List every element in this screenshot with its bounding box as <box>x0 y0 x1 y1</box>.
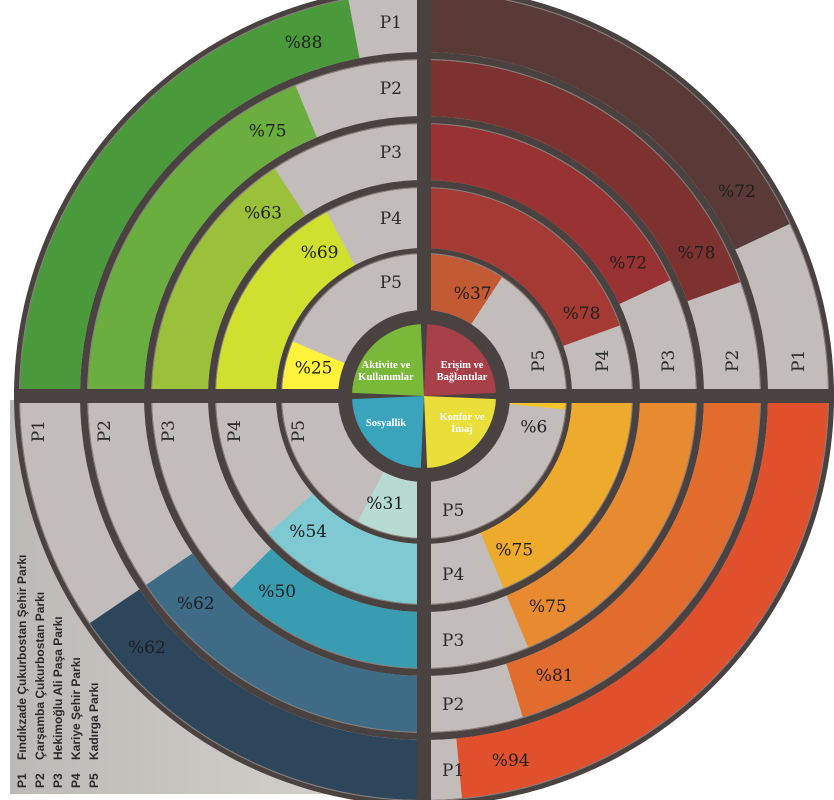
ring-label-bottom-right-p5: P5 <box>442 501 464 521</box>
bar-bottom-left-p2 <box>146 553 424 732</box>
hub-top-left <box>352 324 424 396</box>
category-label-bottom-right: Konfor ve <box>439 412 484 423</box>
category-label-top-right: Bağlantılar <box>437 372 488 383</box>
value-label-top-right-p1: %72 <box>718 182 756 202</box>
ring-label-top-right-p4: P4 <box>593 350 613 372</box>
ring-label-top-left-p4: P4 <box>380 209 402 229</box>
ring-label-top-right-p1: P1 <box>789 350 809 372</box>
ring-label-top-right-p3: P3 <box>659 350 679 372</box>
category-label-top-left: Kullanımlar <box>358 372 414 383</box>
ring-label-top-left-p3: P3 <box>380 143 402 163</box>
bar-bottom-right-p3 <box>506 396 696 648</box>
value-label-bottom-left-p1: %62 <box>128 638 166 658</box>
value-label-bottom-right-p3: %75 <box>529 597 567 617</box>
ring-label-bottom-right-p3: P3 <box>442 631 464 651</box>
value-label-top-right-p3: %72 <box>609 253 647 273</box>
chart-bars <box>20 0 828 800</box>
ring-label-bottom-right-p4: P4 <box>442 565 464 585</box>
ring-label-top-left-p2: P2 <box>380 79 402 99</box>
park-legend: P1 Fındıkzade Çukurbostan Şehir Parkı P2 Ça… <box>15 555 101 788</box>
ring-label-bottom-left-p4: P4 <box>225 420 245 442</box>
bar-bottom-right-p2 <box>506 396 761 718</box>
category-label-bottom-left: Sosyallik <box>366 418 406 429</box>
hub-bottom-right <box>424 396 496 468</box>
value-label-bottom-right-p1: %94 <box>492 751 530 771</box>
legend-name-p1: Fındıkzade Çukurbostan Şehir Parkı <box>15 555 29 760</box>
bar-top-right-p1 <box>424 0 790 250</box>
value-label-top-right-p5: %37 <box>454 284 492 304</box>
ring-label-bottom-right-p1: P1 <box>442 761 464 781</box>
value-label-top-left-p4: %69 <box>301 243 339 263</box>
legend-code-p5: P5 <box>87 773 101 788</box>
legend-name-p4: Kariye Şehir Parkı <box>69 657 83 760</box>
bar-bottom-left-p4 <box>267 493 424 604</box>
ring-label-top-left-p5: P5 <box>380 273 402 293</box>
bar-top-left-p4 <box>216 212 355 396</box>
ring-label-bottom-left-p1: P1 <box>29 420 49 442</box>
hub-top-right <box>424 324 496 396</box>
bar-top-left-p2 <box>88 85 317 396</box>
value-label-top-right-p4: %78 <box>563 304 601 324</box>
bar-top-right-p3 <box>424 124 671 305</box>
bar-top-left-p5 <box>282 341 345 396</box>
legend-code-p2: P2 <box>33 773 47 788</box>
ring-label-bottom-left-p5: P5 <box>289 420 309 442</box>
track-bottom-right-p5 <box>424 396 566 538</box>
category-label-bottom-right: İmaj <box>451 423 473 435</box>
value-label-bottom-right-p4: %75 <box>495 540 533 560</box>
chart-labels: P1 P2 P3 P4 P5 P1 P2 P3 P4 P5 P1 P2 P3 P4 P5 P1 P2 P3 P4 P5… <box>29 13 809 781</box>
bar-bottom-right-p4 <box>480 396 632 589</box>
ring-label-top-right-p2: P2 <box>723 350 743 372</box>
category-label-top-right: Erişim ve <box>441 360 484 371</box>
value-label-top-left-p3: %63 <box>244 204 282 224</box>
center-hub <box>348 320 500 472</box>
bar-top-left-p3 <box>152 168 306 396</box>
value-label-top-left-p1: %88 <box>285 33 323 53</box>
category-label-top-left: Aktivite ve <box>362 360 411 371</box>
ring-label-top-right-p5: P5 <box>529 350 549 372</box>
value-label-bottom-right-p5: %6 <box>520 417 547 437</box>
value-label-bottom-left-p3: %50 <box>258 582 296 602</box>
bar-top-right-p5 <box>424 254 502 325</box>
legend-name-p2: Çarşamba Çukurbostan Parkı <box>33 592 47 760</box>
ring-label-bottom-left-p3: P3 <box>159 420 179 442</box>
legend-name-p5: Kadırga Parkı <box>87 683 101 760</box>
legend-code-p1: P1 <box>15 773 29 788</box>
value-label-top-right-p2: %78 <box>678 243 716 263</box>
ring-label-top-left-p1: P1 <box>380 13 402 33</box>
legend-name-p3: Hekimoğlu Ali Paşa Parkı <box>51 616 65 760</box>
hub-bottom-left <box>352 396 424 468</box>
legend-code-p4: P4 <box>69 773 83 788</box>
bar-bottom-left-p3 <box>231 548 424 668</box>
bar-top-right-p2 <box>424 60 741 302</box>
value-label-bottom-left-p4: %54 <box>289 522 327 542</box>
value-label-top-left-p5: %25 <box>295 359 333 379</box>
bar-bottom-right-p1 <box>456 396 828 799</box>
value-label-bottom-right-p2: %81 <box>536 666 574 686</box>
ring-label-bottom-left-p2: P2 <box>95 420 115 442</box>
legend-code-p3: P3 <box>51 773 65 788</box>
value-label-top-left-p2: %75 <box>249 122 287 142</box>
value-label-bottom-left-p2: %62 <box>177 594 215 614</box>
bar-top-right-p4 <box>424 188 620 346</box>
bar-bottom-left-p5 <box>357 472 424 538</box>
bar-bottom-left-p1 <box>89 589 425 800</box>
bar-top-left-p1 <box>20 0 360 396</box>
value-label-bottom-left-p5: %31 <box>366 494 404 514</box>
ring-label-bottom-right-p2: P2 <box>442 695 464 715</box>
